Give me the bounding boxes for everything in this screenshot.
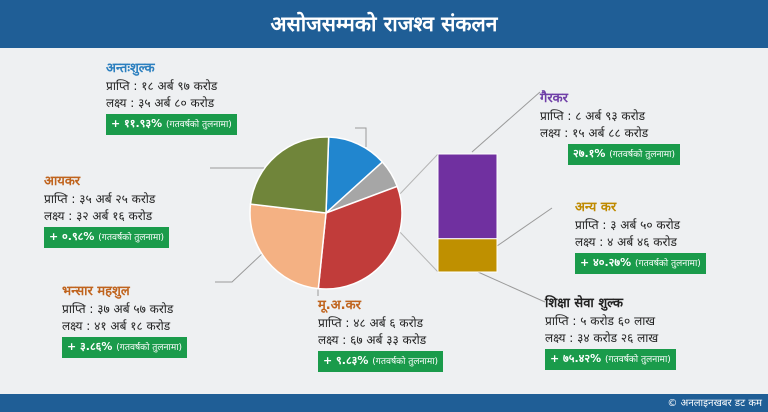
other-tax-growth-badge: + ४०.२७% (गतवर्षको तुलनामा)	[575, 253, 706, 274]
education-fee-target: लक्ष्य : ३४ करोड २६ लाख	[545, 331, 659, 345]
income-tax-growth: + ०.९८%	[49, 230, 95, 243]
excise-block: अन्तःशुल्क प्राप्ति : १८ अर्ब ९७ करोड लक…	[106, 60, 237, 135]
non-tax-block: गैरकर प्राप्ति : ८ अर्ब ९३ करोड लक्ष्य :…	[540, 90, 681, 165]
breakout-segment-0	[437, 153, 498, 240]
education-fee-title: शिक्षा सेवा शुल्क	[545, 296, 624, 311]
vat-note: (गतवर्षको तुलनामा)	[372, 357, 439, 367]
excise-achievement: प्राप्ति : १८ अर्ब ९७ करोड	[106, 79, 218, 93]
excise-growth: + ११.९३%	[111, 117, 163, 130]
footer-bar	[0, 394, 768, 412]
pie-slice-2	[317, 185, 403, 290]
pie-chart	[249, 136, 403, 290]
excise-growth-badge: + ११.९३% (गतवर्षको तुलनामा)	[106, 114, 237, 135]
other-tax-growth: + ४०.२७%	[580, 256, 632, 269]
excise-note: (गतवर्षको तुलनामा)	[165, 120, 232, 130]
vat-growth: + ९.८३%	[323, 354, 369, 367]
connector-other-tax	[496, 207, 553, 247]
education-fee-block: शिक्षा सेवा शुल्क प्राप्ति : ५ करोड ६० ल…	[545, 295, 676, 370]
customs-growth-badge: + ३.८६% (गतवर्षको तुलनामा)	[62, 337, 188, 358]
other-tax-block: अन्य कर प्राप्ति : ३ अर्ब ५० करोड लक्ष्य…	[575, 199, 706, 274]
excise-target: लक्ष्य : ३५ अर्ब ८० करोड	[106, 96, 215, 110]
excise-title: अन्तःशुल्क	[106, 61, 155, 76]
customs-target: लक्ष्य : ४१ अर्ब १८ करोड	[62, 319, 171, 333]
non-tax-growth: २७.१%	[573, 147, 606, 160]
connector-breakout-top	[397, 153, 439, 197]
vat-growth-badge: + ९.८३% (गतवर्षको तुलनामा)	[318, 351, 444, 372]
customs-achievement: प्राप्ति : ३७ अर्ब ५७ करोड	[62, 302, 174, 316]
vat-target: लक्ष्य : ६७ अर्ब ३३ करोड	[318, 333, 427, 347]
education-fee-achievement: प्राप्ति : ५ करोड ६० लाख	[545, 314, 656, 328]
breakout-segment-1	[437, 238, 498, 273]
income-tax-title: आयकर	[44, 174, 81, 189]
connector-excise	[355, 127, 367, 147]
pie-slice-0	[325, 136, 384, 215]
vat-block: मू.अ.कर प्राप्ति : ४८ अर्ब ६ करोड लक्ष्य…	[318, 297, 444, 372]
vat-achievement: प्राप्ति : ४८ अर्ब ६ करोड	[318, 316, 424, 330]
breakout-bar	[437, 153, 498, 273]
copyright-text: © अनलाइनखबर डट कम	[667, 398, 762, 409]
income-tax-block: आयकर प्राप्ति : ३५ अर्ब २५ करोड लक्ष्य :…	[44, 173, 170, 248]
non-tax-achievement: प्राप्ति : ८ अर्ब ९३ करोड	[540, 109, 646, 123]
education-fee-growth-badge: + ७५.४२% (गतवर्षको तुलनामा)	[545, 349, 676, 370]
page-title: असोजसम्मको राजश्व संकलन	[270, 12, 498, 36]
education-fee-growth: + ७५.४२%	[550, 352, 602, 365]
income-tax-note: (गतवर्षको तुलनामा)	[98, 233, 165, 243]
income-tax-achievement: प्राप्ति : ३५ अर्ब २५ करोड	[44, 192, 156, 206]
header-bar: असोजसम्मको राजश्व संकलन	[0, 0, 768, 48]
customs-note: (गतवर्षको तुलनामा)	[116, 343, 183, 353]
vat-title: मू.अ.कर	[318, 298, 361, 313]
pie-slice-4	[249, 136, 330, 214]
connector-customs	[215, 251, 265, 283]
non-tax-note: (गतवर्षको तुलनामा)	[609, 150, 676, 160]
connector-education-fee	[477, 271, 546, 303]
other-tax-title: अन्य कर	[575, 200, 617, 215]
pie-slice-3	[249, 203, 327, 290]
other-tax-target: लक्ष्य : ४ अर्ब ४६ करोड	[575, 235, 677, 249]
other-tax-achievement: प्राप्ति : ३ अर्ब ५० करोड	[575, 218, 681, 232]
non-tax-target: लक्ष्य : १५ अर्ब ८८ करोड	[540, 126, 649, 140]
connector-breakout-bottom	[397, 229, 439, 273]
non-tax-growth-badge: २७.१% (गतवर्षको तुलनामा)	[568, 144, 681, 165]
education-fee-note: (गतवर्षको तुलनामा)	[604, 355, 671, 365]
customs-block: भन्सार महशुल प्राप्ति : ३७ अर्ब ५७ करोड …	[62, 283, 188, 358]
income-tax-growth-badge: + ०.९८% (गतवर्षको तुलनामा)	[44, 227, 170, 248]
income-tax-target: लक्ष्य : ३२ अर्ब १६ करोड	[44, 209, 153, 223]
other-tax-note: (गतवर्षको तुलनामा)	[634, 259, 701, 269]
connector-lines	[210, 91, 553, 303]
connector-non-tax	[471, 91, 541, 153]
customs-title: भन्सार महशुल	[62, 284, 130, 299]
non-tax-title: गैरकर	[540, 91, 568, 106]
customs-growth: + ३.८६%	[67, 340, 113, 353]
